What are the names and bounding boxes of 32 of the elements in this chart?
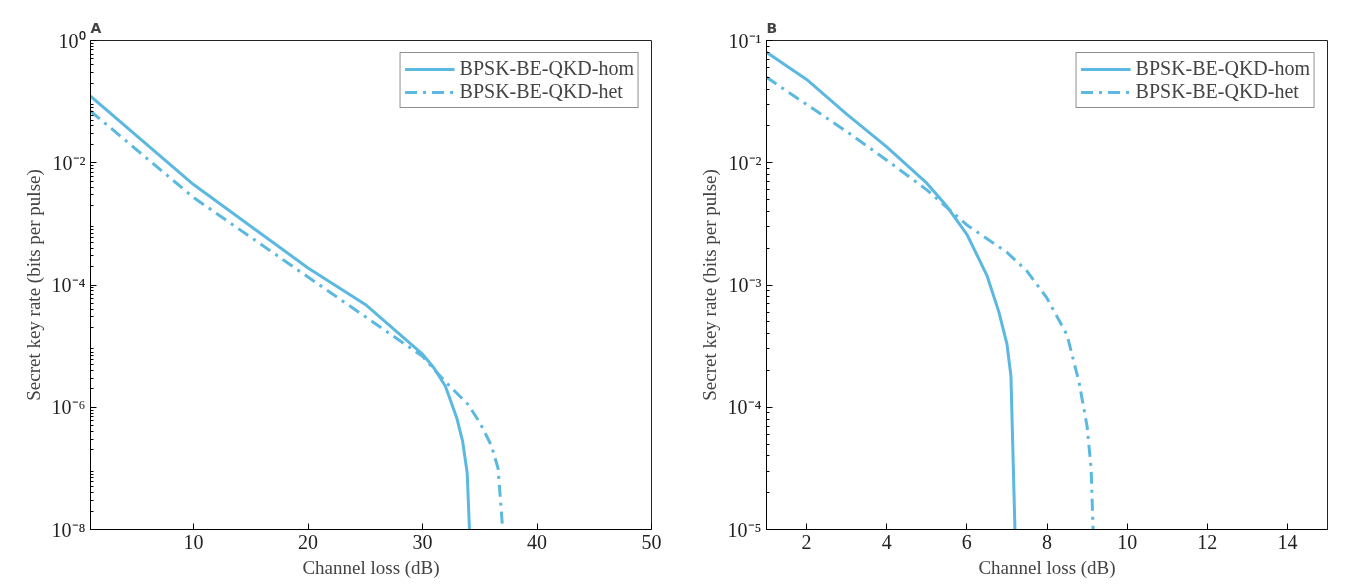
y-axis-title: Secret key rate (bits per pulse)	[22, 169, 45, 401]
x-tick-label: 6	[961, 530, 972, 553]
legend-label: BPSK-BE-QKD-hom	[1135, 57, 1310, 80]
legend-label: BPSK-BE-QKD-hom	[459, 57, 634, 80]
x-tick-label: 14	[1277, 530, 1298, 553]
y-tick-label: 10⁻³	[728, 274, 762, 296]
x-tick-label: 40	[527, 530, 548, 553]
y-tick-label: 10⁻⁴	[727, 396, 762, 419]
x-axis-title: Channel loss (dB)	[978, 556, 1116, 579]
y-tick-label: 10⁻¹	[728, 29, 762, 52]
x-tick-label: 8	[1042, 530, 1052, 553]
x-tick-label: 20	[298, 530, 319, 553]
chart-title: B	[766, 19, 778, 36]
x-tick-label: 2	[801, 530, 812, 553]
x-axis-title: Channel loss (dB)	[302, 556, 440, 579]
y-axis-title: Secret key rate (bits per pulse)	[698, 169, 721, 401]
legend-label: BPSK-BE-QKD-het	[459, 80, 623, 103]
y-tick-label: 10⁰	[58, 29, 86, 52]
y-tick-label: 10⁻²	[728, 151, 762, 174]
chart-title: A	[90, 19, 102, 36]
legend-label: BPSK-BE-QKD-het	[1135, 80, 1299, 103]
x-tick-label: 10	[183, 530, 204, 553]
y-tick-label: 10⁻⁶	[51, 396, 86, 419]
y-tick-label: 10⁻⁵	[727, 518, 762, 541]
x-tick-label: 12	[1197, 530, 1218, 553]
y-tick-label: 10⁻⁸	[51, 518, 86, 541]
x-tick-label: 30	[412, 530, 433, 553]
x-tick-label: 4	[881, 530, 892, 553]
y-tick-label: 10⁻⁴	[51, 274, 86, 296]
y-tick-label: 10⁻²	[52, 151, 86, 174]
x-tick-label: 50	[641, 530, 662, 553]
x-tick-label: 10	[1117, 530, 1138, 553]
